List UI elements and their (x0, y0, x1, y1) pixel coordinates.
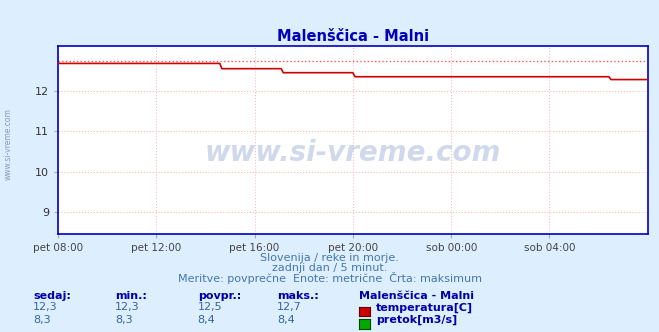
Text: 12,7: 12,7 (277, 302, 302, 312)
Text: Meritve: povprečne  Enote: metrične  Črta: maksimum: Meritve: povprečne Enote: metrične Črta:… (177, 272, 482, 284)
Text: povpr.:: povpr.: (198, 291, 241, 301)
Text: 8,3: 8,3 (33, 315, 51, 325)
Text: 12,5: 12,5 (198, 302, 222, 312)
Text: 8,4: 8,4 (277, 315, 295, 325)
Text: www.si-vreme.com: www.si-vreme.com (4, 109, 13, 180)
Text: temperatura[C]: temperatura[C] (376, 302, 473, 313)
Title: Malenščica - Malni: Malenščica - Malni (277, 29, 429, 44)
Text: Malenščica - Malni: Malenščica - Malni (359, 291, 474, 301)
Text: min.:: min.: (115, 291, 147, 301)
Text: 8,4: 8,4 (198, 315, 215, 325)
Text: www.si-vreme.com: www.si-vreme.com (205, 139, 501, 167)
Text: pretok[m3/s]: pretok[m3/s] (376, 315, 457, 325)
Text: Slovenija / reke in morje.: Slovenija / reke in morje. (260, 253, 399, 263)
Text: maks.:: maks.: (277, 291, 318, 301)
Text: 12,3: 12,3 (115, 302, 140, 312)
Text: 12,3: 12,3 (33, 302, 57, 312)
Text: 8,3: 8,3 (115, 315, 133, 325)
Text: zadnji dan / 5 minut.: zadnji dan / 5 minut. (272, 263, 387, 273)
Text: sedaj:: sedaj: (33, 291, 71, 301)
